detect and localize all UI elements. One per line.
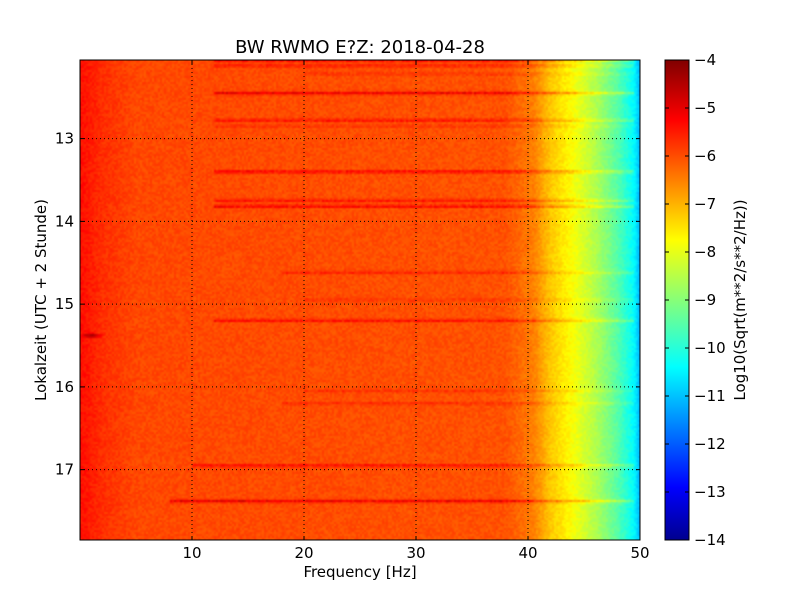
- colorbar-tick-label: −13: [694, 483, 726, 501]
- x-axis-ticks: 10 20 30 40 50: [182, 60, 650, 562]
- colorbar-tick-label: −5: [694, 99, 716, 117]
- colorbar-tick-label: −11: [694, 387, 726, 405]
- colorbar-tick-label: −10: [694, 339, 726, 357]
- colorbar-tick-label: −9: [694, 291, 716, 309]
- x-tick-label: 10: [182, 544, 201, 562]
- x-tick-label: 40: [518, 544, 537, 562]
- colorbar-ticks: −4 −5 −6 −7 −8 −9 −10 −11 −12 −13 −14: [665, 51, 726, 549]
- chart-title: BW RWMO E?Z: 2018-04-28: [235, 37, 485, 58]
- grid-lines: [80, 60, 640, 540]
- colorbar-tick-label: −12: [694, 435, 726, 453]
- x-tick-label: 20: [294, 544, 313, 562]
- y-tick-label: 13: [55, 130, 74, 148]
- x-axis-label: Frequency [Hz]: [303, 563, 416, 581]
- spectrogram-heatmap: [80, 60, 640, 540]
- colorbar-tick-label: −14: [694, 531, 726, 549]
- heatmap-image: [80, 60, 640, 540]
- y-axis-ticks: 13 14 15 16 17: [55, 130, 640, 479]
- y-tick-label: 16: [55, 378, 74, 396]
- y-tick-label: 15: [55, 295, 74, 313]
- colorbar-tick-label: −8: [694, 243, 716, 261]
- colorbar-label: Log10(Sqrt(m**2/s**2/Hz)): [731, 199, 749, 400]
- y-tick-label: 14: [55, 212, 74, 230]
- colorbar: −4 −5 −6 −7 −8 −9 −10 −11 −12 −13 −14 Log10(Sqrt(m…: [664, 51, 749, 549]
- colorbar-tick-label: −4: [694, 51, 716, 69]
- y-axis-label: Lokalzeit (UTC + 2 Stunde): [32, 199, 50, 401]
- y-tick-label: 17: [55, 461, 74, 479]
- x-tick-label: 50: [630, 544, 649, 562]
- colorbar-tick-label: −6: [694, 147, 716, 165]
- x-tick-label: 30: [406, 544, 425, 562]
- colorbar-tick-label: −7: [694, 195, 716, 213]
- plot-frame: [79, 59, 641, 541]
